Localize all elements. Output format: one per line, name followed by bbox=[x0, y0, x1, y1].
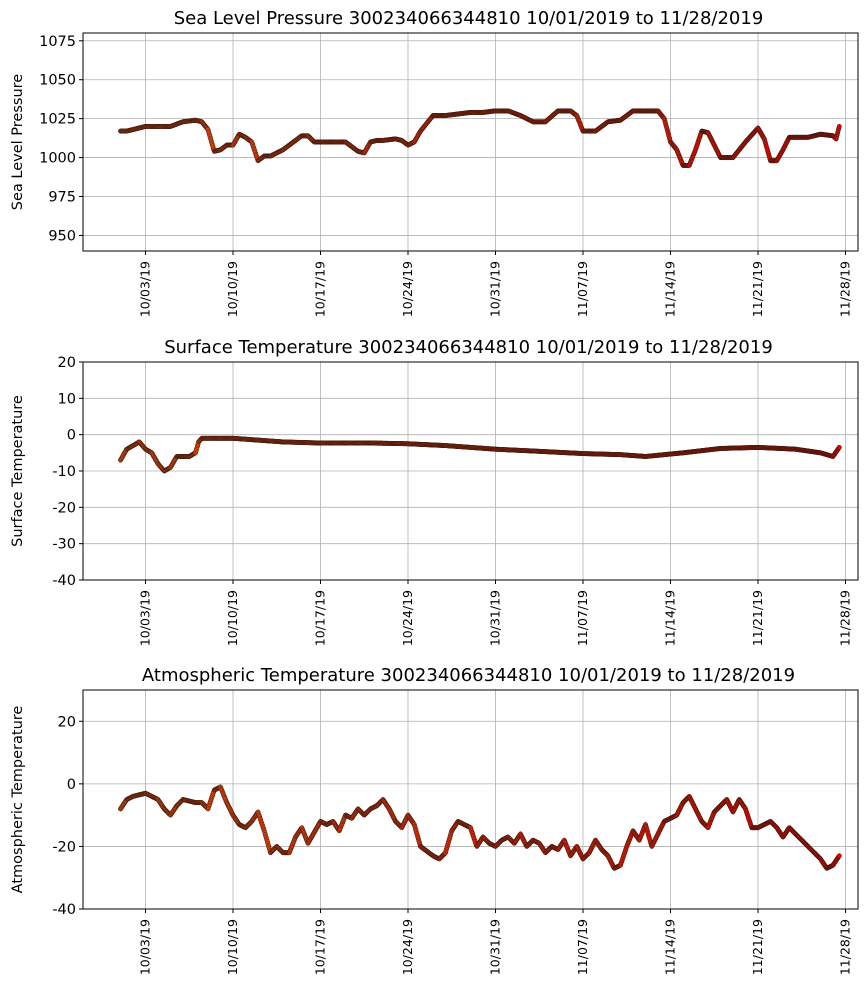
chart-2: -40 -20 0 20 10/03/19 10/10/19 10/17/19 10/24/1… bbox=[10, 665, 859, 975]
x-tick-label: 11/21/19 bbox=[750, 919, 765, 975]
data-point bbox=[836, 444, 842, 450]
chart-title: Sea Level Pressure 300234066344810 10/01… bbox=[174, 8, 764, 29]
chart-title: Atmospheric Temperature 300234066344810 … bbox=[142, 665, 795, 686]
y-tick-label: 20 bbox=[58, 355, 76, 371]
y-tick-label: -40 bbox=[52, 902, 76, 918]
x-tick-label: 10/10/19 bbox=[225, 590, 240, 646]
x-tick-label: 11/14/19 bbox=[663, 590, 678, 646]
plot-frame bbox=[82, 32, 859, 252]
x-tick-label: 11/07/19 bbox=[575, 261, 590, 317]
y-tick-label: -10 bbox=[52, 464, 76, 480]
y-tick-label: 0 bbox=[67, 428, 76, 444]
x-tick-label: 10/03/19 bbox=[138, 919, 153, 975]
grid bbox=[83, 33, 858, 251]
y-tick-label: -20 bbox=[52, 839, 76, 855]
x-tick-label: 11/14/19 bbox=[663, 919, 678, 975]
x-tick-label: 10/24/19 bbox=[400, 261, 415, 317]
x-tick-label: 11/28/19 bbox=[838, 590, 853, 646]
data-points bbox=[118, 108, 842, 168]
y-tick-label: 1025 bbox=[39, 112, 76, 128]
data-points bbox=[118, 435, 842, 474]
y-tick-label: -40 bbox=[52, 573, 76, 589]
x-tick-label: 11/28/19 bbox=[838, 919, 853, 975]
chart-title: Surface Temperature 300234066344810 10/0… bbox=[164, 337, 773, 358]
x-tick-label: 11/21/19 bbox=[750, 590, 765, 646]
grid bbox=[83, 361, 858, 581]
x-tick-label: 10/31/19 bbox=[488, 261, 503, 317]
x-tick-label: 11/14/19 bbox=[663, 261, 678, 317]
x-tick-label: 11/28/19 bbox=[838, 261, 853, 317]
x-tick-label: 11/21/19 bbox=[750, 261, 765, 317]
y-tick-label: 975 bbox=[48, 190, 76, 206]
y-tick-label: -20 bbox=[52, 500, 76, 516]
data-point bbox=[836, 123, 842, 129]
x-tick-label: 10/03/19 bbox=[138, 590, 153, 646]
x-tick-label: 10/10/19 bbox=[225, 919, 240, 975]
data-point bbox=[836, 853, 842, 859]
x-tick-label: 10/31/19 bbox=[488, 590, 503, 646]
x-tick-label: 10/31/19 bbox=[488, 919, 503, 975]
x-tick-label: 10/24/19 bbox=[400, 590, 415, 646]
y-tick-label: 1075 bbox=[39, 34, 76, 50]
y-tick-label: -30 bbox=[52, 537, 76, 553]
y-axis-label: Surface Temperature bbox=[10, 395, 26, 547]
y-axis-label: Sea Level Pressure bbox=[10, 74, 26, 210]
x-tick-label: 10/10/19 bbox=[225, 261, 240, 317]
x-tick-label: 10/17/19 bbox=[313, 261, 328, 317]
y-tick-label: 1000 bbox=[39, 151, 76, 167]
x-tick-label: 10/17/19 bbox=[313, 919, 328, 975]
chart-0: 950 975 1000 1025 1050 1075 10/03/19 10/10/19 10… bbox=[10, 8, 859, 317]
x-tick-label: 11/07/19 bbox=[575, 919, 590, 975]
x-tick-label: 10/03/19 bbox=[138, 261, 153, 317]
y-tick-label: 20 bbox=[58, 714, 76, 730]
x-tick-label: 11/07/19 bbox=[575, 590, 590, 646]
y-tick-label: 950 bbox=[48, 228, 76, 244]
chart-1: -40 -30 -20 -10 0 10 20 10/03/19 10/10/19 10/17/1… bbox=[10, 337, 859, 646]
x-tick-label: 10/24/19 bbox=[400, 919, 415, 975]
data-points bbox=[118, 784, 842, 871]
y-tick-label: 1050 bbox=[39, 73, 76, 89]
y-tick-label: 0 bbox=[67, 777, 76, 793]
y-axis-label: Atmospheric Temperature bbox=[10, 706, 26, 894]
y-tick-label: 10 bbox=[58, 391, 76, 407]
x-tick-label: 10/17/19 bbox=[313, 590, 328, 646]
